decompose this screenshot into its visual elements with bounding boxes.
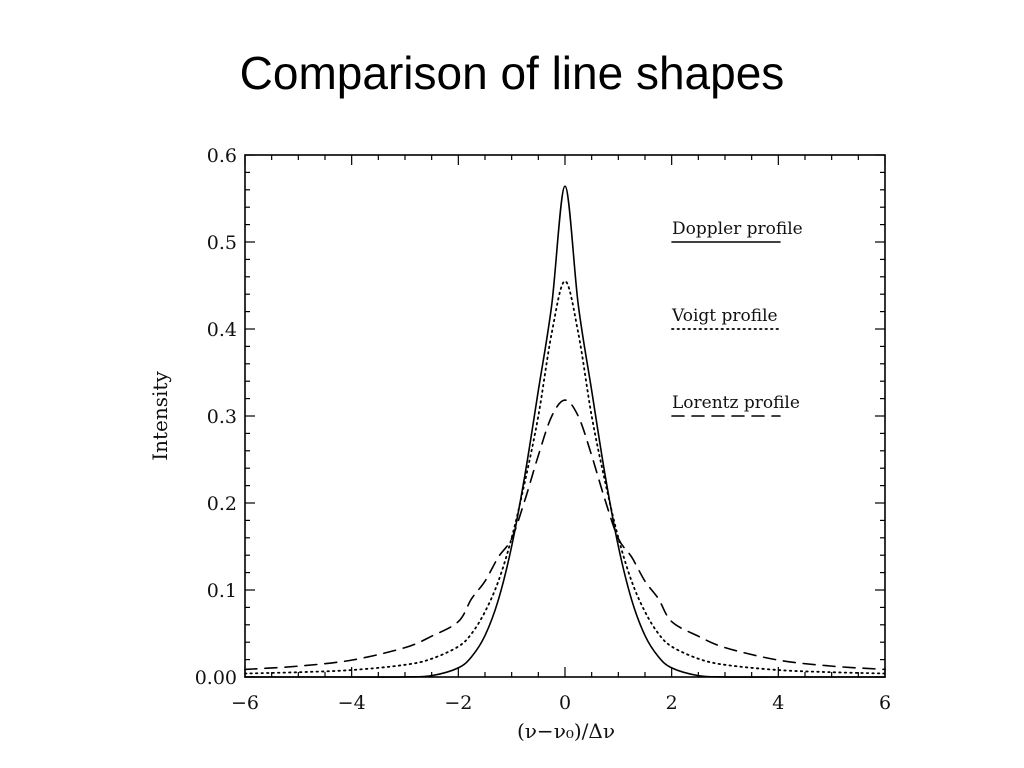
- y-tick-label: 0.6: [207, 145, 237, 167]
- y-axis-label: Intensity: [148, 371, 172, 461]
- chart-legend: Doppler profile Voigt profile Lorentz prof…: [671, 219, 803, 417]
- legend-label: Voigt profile: [671, 306, 778, 326]
- y-tick-label: 0.4: [207, 319, 237, 341]
- x-tick-label: −4: [338, 692, 366, 714]
- series-line-lorentz-profile: [244, 399, 886, 671]
- legend-item-lorentz-profile: Lorentz profile: [671, 393, 800, 417]
- series-line-voigt-profile: [244, 280, 886, 675]
- legend-label: Doppler profile: [672, 219, 803, 239]
- x-tick-label: −6: [231, 692, 259, 714]
- y-tick-label: 0.3: [207, 406, 237, 428]
- slide-title: Comparison of line shapes: [239, 47, 785, 99]
- series-line-doppler-profile: [244, 185, 886, 678]
- x-tick-label: 6: [879, 692, 891, 714]
- y-tick-label: 0.5: [207, 232, 237, 254]
- chart-series: [244, 185, 886, 678]
- y-tick-label: 0.00: [195, 667, 237, 689]
- y-tick-label: 0.1: [207, 580, 237, 602]
- x-tick-label: −2: [444, 692, 472, 714]
- x-tick-label: 2: [666, 692, 678, 714]
- legend-label: Lorentz profile: [672, 393, 800, 413]
- x-tick-label: 0: [559, 692, 571, 714]
- x-axis-label: (ν−ν₀)/Δν: [517, 719, 615, 743]
- chart-axes: −6 −4 −2 0 2 4 6 0.00 0.1 0.2 0.3 0.4 0.5 0.6: [195, 145, 891, 714]
- y-tick-label: 0.2: [207, 493, 237, 515]
- legend-item-voigt-profile: Voigt profile: [671, 306, 781, 330]
- x-tick-label: 4: [772, 692, 784, 714]
- chart-axis-labels: (ν−ν₀)/Δν Intensity: [148, 371, 615, 743]
- legend-item-doppler-profile: Doppler profile: [671, 219, 803, 243]
